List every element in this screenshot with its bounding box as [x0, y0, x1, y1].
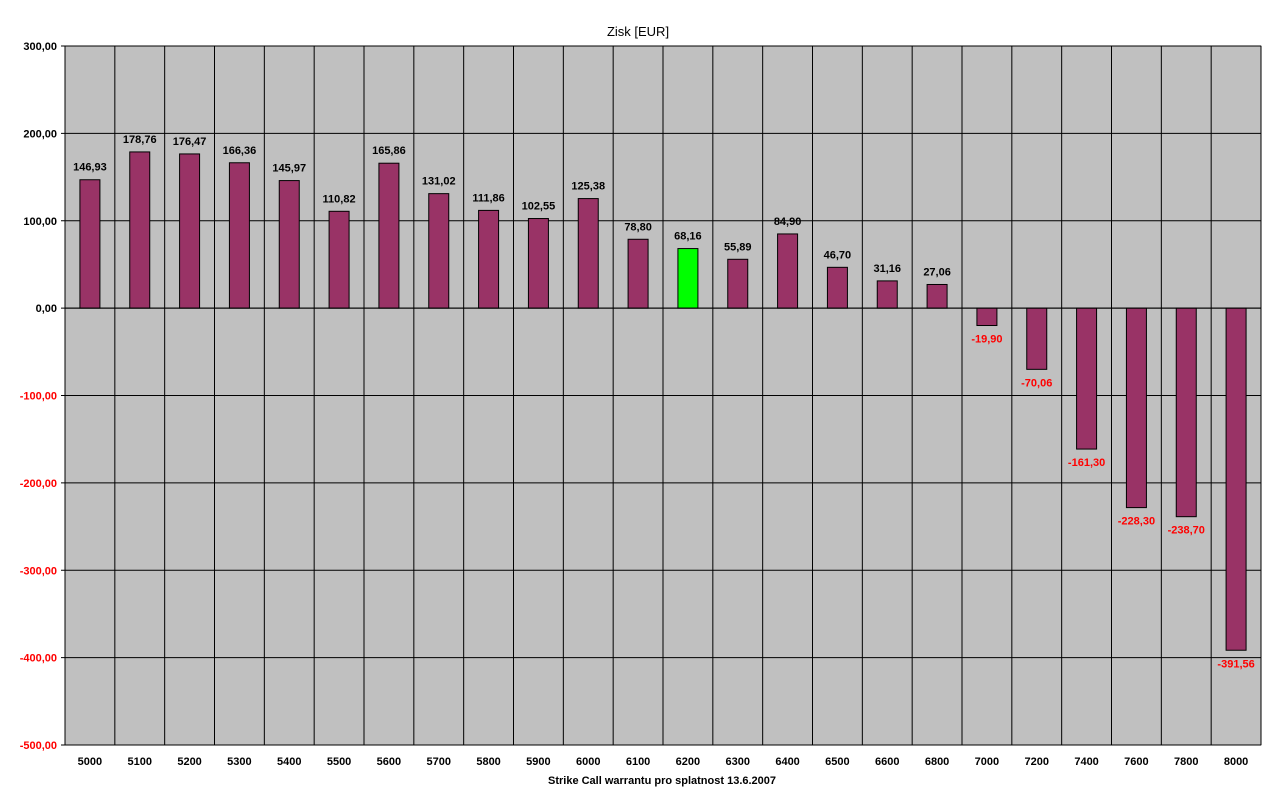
x-tick-label: 5800: [476, 756, 500, 768]
y-tick-label: 0,00: [36, 303, 57, 315]
bar: [577, 198, 599, 309]
y-tick-label: -500,00: [20, 740, 57, 752]
bar: [527, 218, 549, 309]
bar: [1076, 307, 1098, 450]
data-label: 165,86: [372, 145, 406, 157]
data-label: 84,90: [774, 216, 802, 228]
bar: [478, 209, 500, 309]
y-tick-label: -200,00: [20, 478, 57, 490]
data-label: -70,06: [1021, 377, 1052, 389]
data-label: 131,02: [422, 176, 456, 188]
bar: [1026, 307, 1048, 370]
bar: [677, 248, 699, 309]
data-label: 46,70: [824, 249, 852, 261]
bar: [179, 153, 201, 309]
data-label: 27,06: [923, 266, 951, 278]
bar: [428, 193, 450, 309]
bar: [228, 162, 250, 309]
y-tick-label: -400,00: [20, 653, 57, 665]
x-tick-label: 5000: [78, 756, 102, 768]
y-tick-label: -300,00: [20, 565, 57, 577]
data-label: -19,90: [971, 334, 1002, 346]
data-label: -228,30: [1118, 516, 1155, 528]
data-label: -161,30: [1068, 457, 1105, 469]
bar: [1125, 307, 1147, 509]
x-tick-label: 6800: [925, 756, 949, 768]
data-label: 31,16: [873, 263, 901, 275]
x-tick-label: 7400: [1074, 756, 1098, 768]
bar: [727, 258, 749, 309]
bar: [627, 238, 649, 309]
y-tick-label: 200,00: [23, 128, 57, 140]
x-tick-label: 6600: [875, 756, 899, 768]
x-tick-label: 5600: [377, 756, 401, 768]
x-tick-label: 7000: [975, 756, 999, 768]
data-label: 178,76: [123, 134, 157, 146]
bar: [129, 151, 151, 309]
x-tick-label: 5100: [128, 756, 152, 768]
data-label: 176,47: [173, 136, 207, 148]
x-tick-label: 8000: [1224, 756, 1248, 768]
data-label: -238,70: [1168, 525, 1205, 537]
bar: [976, 307, 998, 327]
x-axis-title: Strike Call warrantu pro splatnost 13.6.…: [547, 775, 777, 787]
data-label: 110,82: [323, 193, 356, 205]
x-tick-label: 5200: [177, 756, 201, 768]
chart-title: Zisk [EUR]: [606, 24, 670, 39]
y-tick-label: 300,00: [23, 41, 57, 53]
bar: [826, 266, 848, 309]
x-tick-label: 5400: [277, 756, 301, 768]
data-label: 55,89: [724, 241, 752, 253]
x-tick-label: 6300: [726, 756, 750, 768]
data-label: 102,55: [522, 201, 556, 213]
bar: [79, 179, 101, 309]
x-tick-label: 5500: [327, 756, 351, 768]
data-label: 111,86: [472, 192, 504, 204]
data-label: 78,80: [624, 221, 652, 233]
x-tick-label: 7800: [1174, 756, 1198, 768]
x-tick-label: 6100: [626, 756, 650, 768]
y-tick-label: 100,00: [23, 216, 57, 228]
data-label: 166,36: [223, 145, 257, 157]
x-tick-label: 5900: [526, 756, 550, 768]
x-tick-label: 7200: [1025, 756, 1049, 768]
bar: [926, 283, 948, 309]
x-tick-label: 6000: [576, 756, 600, 768]
x-tick-label: 5700: [427, 756, 451, 768]
data-label: 125,38: [571, 181, 605, 193]
x-tick-label: 5300: [227, 756, 251, 768]
data-label: -391,56: [1217, 658, 1254, 670]
bar: [1175, 307, 1197, 518]
data-label: 146,93: [73, 162, 107, 174]
bar: [278, 180, 300, 309]
bar: [876, 280, 898, 309]
x-tick-label: 6400: [775, 756, 799, 768]
data-label: 68,16: [674, 231, 702, 243]
bar: [777, 233, 799, 309]
bar: [378, 162, 400, 309]
bar: [1225, 307, 1247, 651]
bar: [328, 210, 350, 309]
y-tick-label: -100,00: [20, 391, 57, 403]
x-tick-label: 6500: [825, 756, 849, 768]
x-tick-label: 7600: [1124, 756, 1148, 768]
data-label: 145,97: [272, 163, 306, 175]
x-tick-label: 6200: [676, 756, 700, 768]
